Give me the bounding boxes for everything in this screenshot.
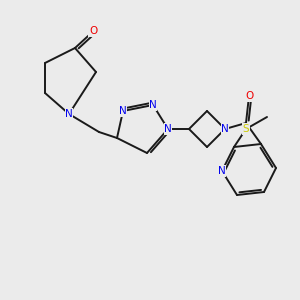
Text: N: N	[164, 124, 172, 134]
Text: N: N	[221, 124, 229, 134]
Text: N: N	[149, 100, 157, 110]
Text: N: N	[218, 166, 226, 176]
Text: S: S	[243, 124, 249, 134]
Text: O: O	[245, 91, 253, 101]
Text: N: N	[119, 106, 127, 116]
Text: O: O	[89, 26, 97, 37]
Text: N: N	[65, 109, 73, 119]
